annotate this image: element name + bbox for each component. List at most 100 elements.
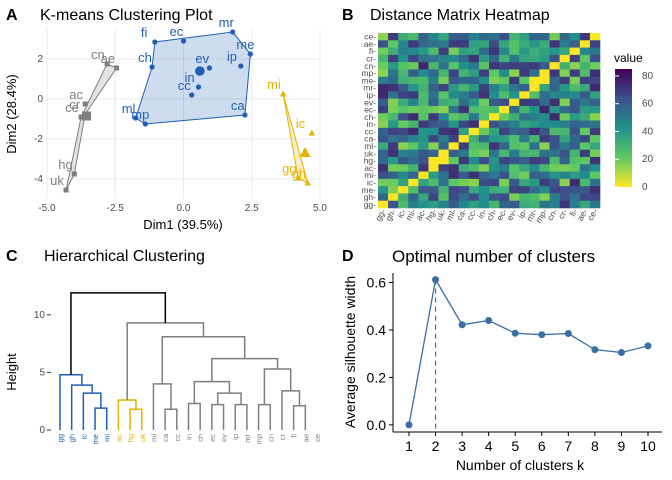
heatmap-cell [378, 62, 389, 70]
heatmap-cell [438, 98, 449, 107]
panel-a-grid [46, 29, 321, 199]
heatmap-cell [408, 54, 419, 63]
silhouette-series [405, 276, 652, 432]
heatmap-cell [579, 33, 591, 41]
cluster-hull-2 [135, 31, 251, 125]
heatmap-cell [499, 164, 510, 172]
heatmap-cell [529, 156, 540, 165]
heatmap-cell [478, 171, 490, 180]
dendrogram-branch [94, 407, 108, 430]
heatmap-cell [478, 40, 490, 48]
dendrogram-branch [152, 383, 172, 430]
heatmap-cell [388, 47, 399, 56]
heatmap-cell [468, 105, 480, 114]
legend-tick-label: 60 [642, 99, 654, 110]
heatmap-cell [468, 62, 480, 70]
heatmap-cell [398, 149, 409, 158]
point-label-hg: hg [58, 157, 72, 172]
x-tick-label: 3 [458, 438, 466, 454]
x-tick-label: 0.0 [177, 203, 191, 214]
panel-a-ylabel: Dim2 (28.4%) [4, 74, 19, 153]
heatmap-cell [519, 84, 530, 92]
heatmap-cell [499, 54, 510, 63]
heatmap-cell [569, 91, 581, 99]
dendrogram-branch [257, 403, 272, 430]
heatmap-cell [388, 84, 399, 92]
legend-tick-label: 80 [642, 71, 654, 82]
heatmap-cell [428, 62, 439, 70]
heatmap-cell [408, 200, 419, 209]
panel-letter-b: B [342, 7, 354, 24]
heatmap-cell [499, 98, 510, 107]
heatmap-cell [509, 76, 520, 85]
dendrogram-branch [292, 405, 307, 430]
heatmap-cell [418, 105, 429, 114]
heatmap-cell [398, 62, 409, 70]
heatmap-cell [499, 127, 510, 136]
dendrogram-branch [234, 403, 248, 430]
heatmap-cell [378, 69, 389, 78]
dendrogram-branch [211, 403, 225, 430]
heatmap-cell [589, 142, 601, 150]
heatmap-cell [378, 84, 389, 92]
heatmap-cell [448, 84, 460, 92]
heatmap-cell [378, 149, 389, 158]
heatmap-cell [499, 62, 510, 70]
heatmap-cell [499, 149, 510, 158]
heatmap-cell [549, 47, 560, 56]
heatmap-cell [458, 40, 470, 48]
leaf-label-hg: hg [126, 434, 135, 442]
heatmap-col-label: fi- [567, 207, 579, 218]
heatmap-cell [549, 84, 560, 92]
heatmap-cell [458, 105, 470, 114]
heatmap-cell [438, 186, 449, 194]
heatmap-cell [489, 164, 500, 172]
panel-c-title: Hierarchical Clustering [44, 248, 205, 265]
heatmap-cell [579, 135, 591, 143]
heatmap-col-label: ce- [585, 207, 600, 222]
heatmap-cell [529, 142, 540, 150]
heatmap-cell [499, 142, 510, 150]
heatmap-row-label: cn- [364, 61, 376, 71]
x-tick-label: 4 [485, 438, 493, 454]
heatmap-cell [448, 105, 460, 114]
heatmap-cell [418, 62, 429, 70]
heatmap-cell [589, 105, 601, 114]
heatmap-cell [478, 84, 490, 92]
leaf-label-cr: cr [278, 434, 287, 441]
heatmap-cell [589, 69, 601, 78]
heatmap-cell [529, 33, 540, 41]
heatmap-cell [458, 193, 470, 202]
heatmap-cell [489, 178, 500, 187]
heatmap-cell [398, 142, 409, 150]
heatmap-row-label: ac- [364, 163, 376, 173]
heatmap-cell [468, 113, 480, 121]
heatmap-cell [458, 33, 470, 41]
heatmap-cell [489, 105, 500, 114]
heatmap-cell [418, 47, 429, 56]
heatmap-cell [458, 149, 470, 158]
heatmap-cell [549, 149, 560, 158]
heatmap-cell [489, 186, 500, 194]
heatmap-cell [489, 113, 500, 121]
heatmap-cell [408, 171, 419, 180]
heatmap-cell [478, 164, 490, 172]
heatmap-cell [539, 33, 550, 41]
point-label-cc: cc [178, 78, 192, 93]
heatmap-cell [499, 171, 510, 180]
heatmap-cell [418, 84, 429, 92]
heatmap-cell [388, 105, 399, 114]
heatmap-cell [559, 33, 571, 41]
heatmap-cell [549, 164, 560, 172]
heatmap-cell [519, 62, 530, 70]
heatmap-cell [589, 186, 601, 194]
heatmap-cell [519, 98, 530, 107]
heatmap-cell [509, 149, 520, 158]
point-label-me: me [236, 37, 254, 52]
heatmap-cell [499, 76, 510, 85]
x-tick-label: 9 [618, 438, 626, 454]
heatmap-cell [418, 178, 429, 187]
leaf-label-ic: ic [79, 434, 88, 440]
heatmap-cell [378, 200, 389, 209]
